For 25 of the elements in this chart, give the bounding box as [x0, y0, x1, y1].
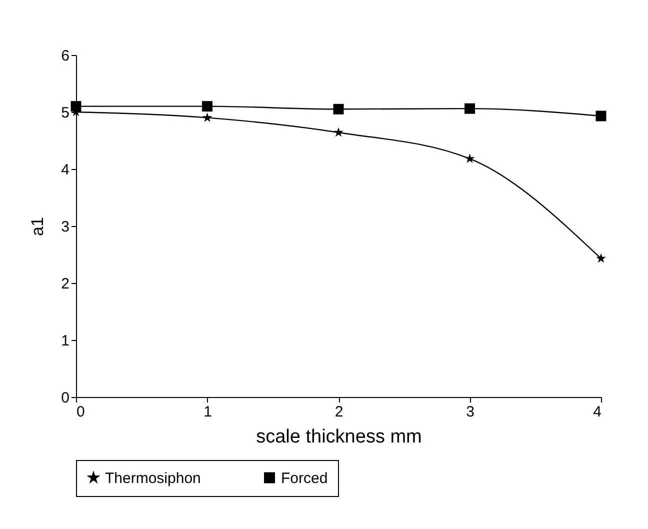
- point: [596, 253, 606, 263]
- y-tick-label: 5: [61, 104, 70, 122]
- y-tick-label: 3: [61, 218, 70, 236]
- x-tick-label: 4: [593, 404, 602, 420]
- point: [464, 103, 475, 114]
- x-tick-label: 0: [76, 404, 85, 420]
- y-tick-label: 6: [61, 48, 70, 64]
- legend-label: Thermosiphon: [105, 470, 201, 487]
- x-tick-label: 2: [334, 404, 344, 420]
- x-axis-title: scale thickness mm: [256, 426, 422, 448]
- point: [202, 112, 212, 122]
- point: [596, 110, 606, 122]
- y-tick-label: 2: [61, 276, 70, 292]
- y-tick-label: 0: [61, 390, 70, 406]
- y-axis-title: a1: [28, 217, 48, 236]
- point: [334, 127, 344, 137]
- x-tick-label: 1: [204, 404, 212, 420]
- y-tick-label: 4: [61, 162, 70, 178]
- point: [70, 101, 82, 112]
- legend-label: Forced: [281, 470, 328, 487]
- point: [202, 101, 212, 112]
- x-tick-label: 3: [466, 404, 474, 420]
- y-tick-label: 1: [61, 332, 70, 350]
- point: [464, 153, 475, 163]
- point: [333, 104, 344, 114]
